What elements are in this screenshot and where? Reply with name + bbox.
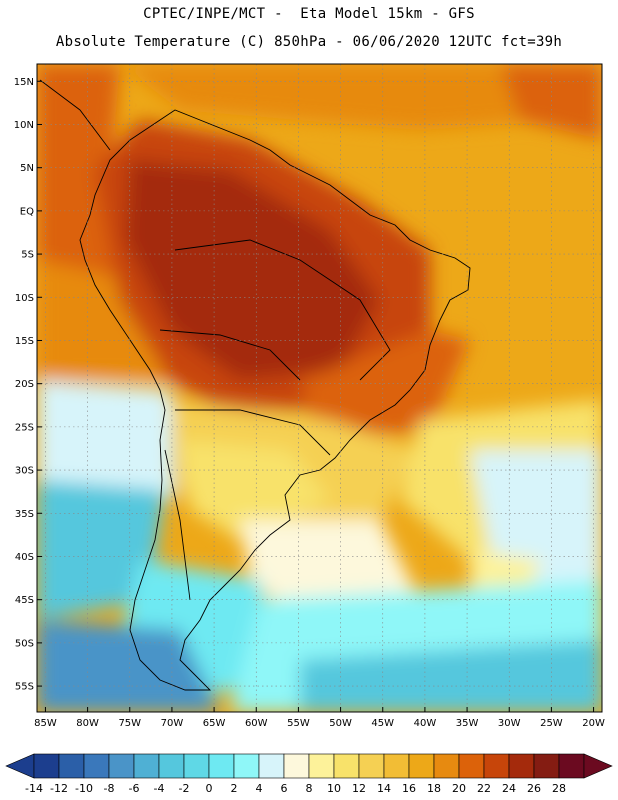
country-border-2 bbox=[159, 329, 301, 381]
colorbar-cell bbox=[358, 753, 385, 779]
chart-title-line1: CPTEC/INPE/MCT - Eta Model 15km - GFS bbox=[143, 6, 475, 22]
colorbar-label: 26 bbox=[527, 782, 541, 795]
colorbar: -14 -12 -10 -8 -6 -4 -2 0 2 4 6 8 10 12 14 16 18 20 22 24 26… bbox=[5, 753, 613, 795]
lat-label: 10S bbox=[15, 293, 34, 304]
lat-label: 15N bbox=[14, 77, 34, 88]
lon-label: 20W bbox=[582, 718, 605, 729]
colorbar-cell bbox=[283, 753, 310, 779]
colorbar-label: 20 bbox=[452, 782, 466, 795]
colorbar-label: -4 bbox=[154, 782, 165, 795]
colorbar-cell bbox=[233, 753, 260, 779]
colorbar-label: 18 bbox=[427, 782, 441, 795]
colorbar-label: 4 bbox=[256, 782, 263, 795]
colorbar-cell bbox=[108, 753, 135, 779]
coastlines bbox=[39, 79, 471, 691]
colorbar-cell bbox=[258, 753, 285, 779]
pacific-cold-band bbox=[37, 480, 165, 620]
far-south-band bbox=[300, 640, 602, 712]
chart-title-line2: Absolute Temperature (C) 850hPa - 06/06/… bbox=[55, 34, 563, 50]
lat-label: 5S bbox=[21, 250, 34, 261]
lat-label: 50S bbox=[15, 638, 34, 649]
caribbean-east-warm bbox=[500, 64, 602, 140]
lon-label: 85W bbox=[34, 718, 57, 729]
colorbar-left-arrow bbox=[5, 753, 35, 779]
colorbar-label: -2 bbox=[179, 782, 190, 795]
lat-label: 25S bbox=[15, 422, 34, 433]
lat-label: 30S bbox=[15, 466, 34, 477]
country-border-4 bbox=[164, 449, 191, 601]
lon-label: 55W bbox=[287, 718, 310, 729]
temperature-field bbox=[37, 64, 602, 712]
colorbar-label: -6 bbox=[129, 782, 140, 795]
lon-label: 75W bbox=[118, 718, 141, 729]
colorbar-cell bbox=[83, 753, 110, 779]
colorbar-cell bbox=[158, 753, 185, 779]
colorbar-cell bbox=[33, 753, 60, 779]
map-frame bbox=[36, 63, 603, 713]
lat-label: 10N bbox=[14, 120, 34, 131]
colorbar-label: 22 bbox=[477, 782, 491, 795]
lon-label: 25W bbox=[540, 718, 563, 729]
colorbar-cell bbox=[408, 753, 435, 779]
lat-label: EQ bbox=[20, 206, 34, 217]
colorbar-label: 14 bbox=[377, 782, 391, 795]
colorbar-cell bbox=[533, 753, 560, 779]
colorbar-cell bbox=[58, 753, 85, 779]
colorbar-label: 0 bbox=[206, 782, 213, 795]
colorbar-label: 8 bbox=[306, 782, 313, 795]
colorbar-label: 12 bbox=[352, 782, 366, 795]
temperature-map: 15N 10N 5N EQ 5S 10S 15S 20S 25S 30S 35S 40S 45S 50S 5… bbox=[14, 63, 605, 729]
lat-label: 45S bbox=[15, 595, 34, 606]
lat-label: 15S bbox=[15, 336, 34, 347]
lon-label: 70W bbox=[161, 718, 184, 729]
south-america-outline bbox=[79, 109, 471, 691]
colorbar-right-arrow bbox=[583, 753, 613, 779]
colorbar-cell bbox=[133, 753, 160, 779]
colorbar-label: 24 bbox=[502, 782, 516, 795]
country-border-3 bbox=[175, 409, 331, 456]
colorbar-cell bbox=[208, 753, 235, 779]
lon-label: 65W bbox=[203, 718, 226, 729]
colorbar-label: -8 bbox=[104, 782, 115, 795]
lon-label: 45W bbox=[371, 718, 394, 729]
longitude-labels: 85W 80W 75W 70W 65W 60W 55W 50W 45W 40W 35W 30W 25W 2… bbox=[34, 718, 605, 729]
lon-label: 40W bbox=[414, 718, 437, 729]
colorbar-label: 16 bbox=[402, 782, 416, 795]
colorbar-label: 28 bbox=[552, 782, 566, 795]
lon-label: 50W bbox=[329, 718, 352, 729]
lon-label: 60W bbox=[245, 718, 268, 729]
colorbar-cell bbox=[433, 753, 460, 779]
colorbar-cell bbox=[458, 753, 485, 779]
colorbar-cell bbox=[183, 753, 210, 779]
latitude-labels: 15N 10N 5N EQ 5S 10S 15S 20S 25S 30S 35S 40S 45S 50S 5… bbox=[14, 77, 34, 693]
colorbar-label: -10 bbox=[75, 782, 93, 795]
country-border-1 bbox=[174, 239, 391, 381]
lat-label: 20S bbox=[15, 379, 34, 390]
north-argentina-band bbox=[180, 440, 330, 540]
colorbar-label: 10 bbox=[327, 782, 341, 795]
lon-label: 30W bbox=[498, 718, 521, 729]
central-america bbox=[39, 79, 111, 151]
grid-lines bbox=[37, 64, 602, 712]
lon-label: 35W bbox=[456, 718, 479, 729]
lat-label: 35S bbox=[15, 509, 34, 520]
lon-label: 80W bbox=[76, 718, 99, 729]
colorbar-label: -12 bbox=[50, 782, 68, 795]
colorbar-label: 2 bbox=[231, 782, 238, 795]
colorbar-cell bbox=[308, 753, 335, 779]
lat-label: 5N bbox=[20, 163, 34, 174]
colorbar-cell bbox=[558, 753, 585, 779]
colorbar-label: 6 bbox=[281, 782, 288, 795]
colorbar-label: -14 bbox=[25, 782, 43, 795]
colorbar-cell bbox=[508, 753, 535, 779]
caribbean-band bbox=[120, 64, 560, 130]
amazon-hot-band bbox=[125, 160, 380, 380]
lat-label: 55S bbox=[15, 682, 34, 693]
colorbar-cell bbox=[333, 753, 360, 779]
lat-label: 40S bbox=[15, 552, 34, 563]
colorbar-cell bbox=[483, 753, 510, 779]
colorbar-cell bbox=[383, 753, 410, 779]
